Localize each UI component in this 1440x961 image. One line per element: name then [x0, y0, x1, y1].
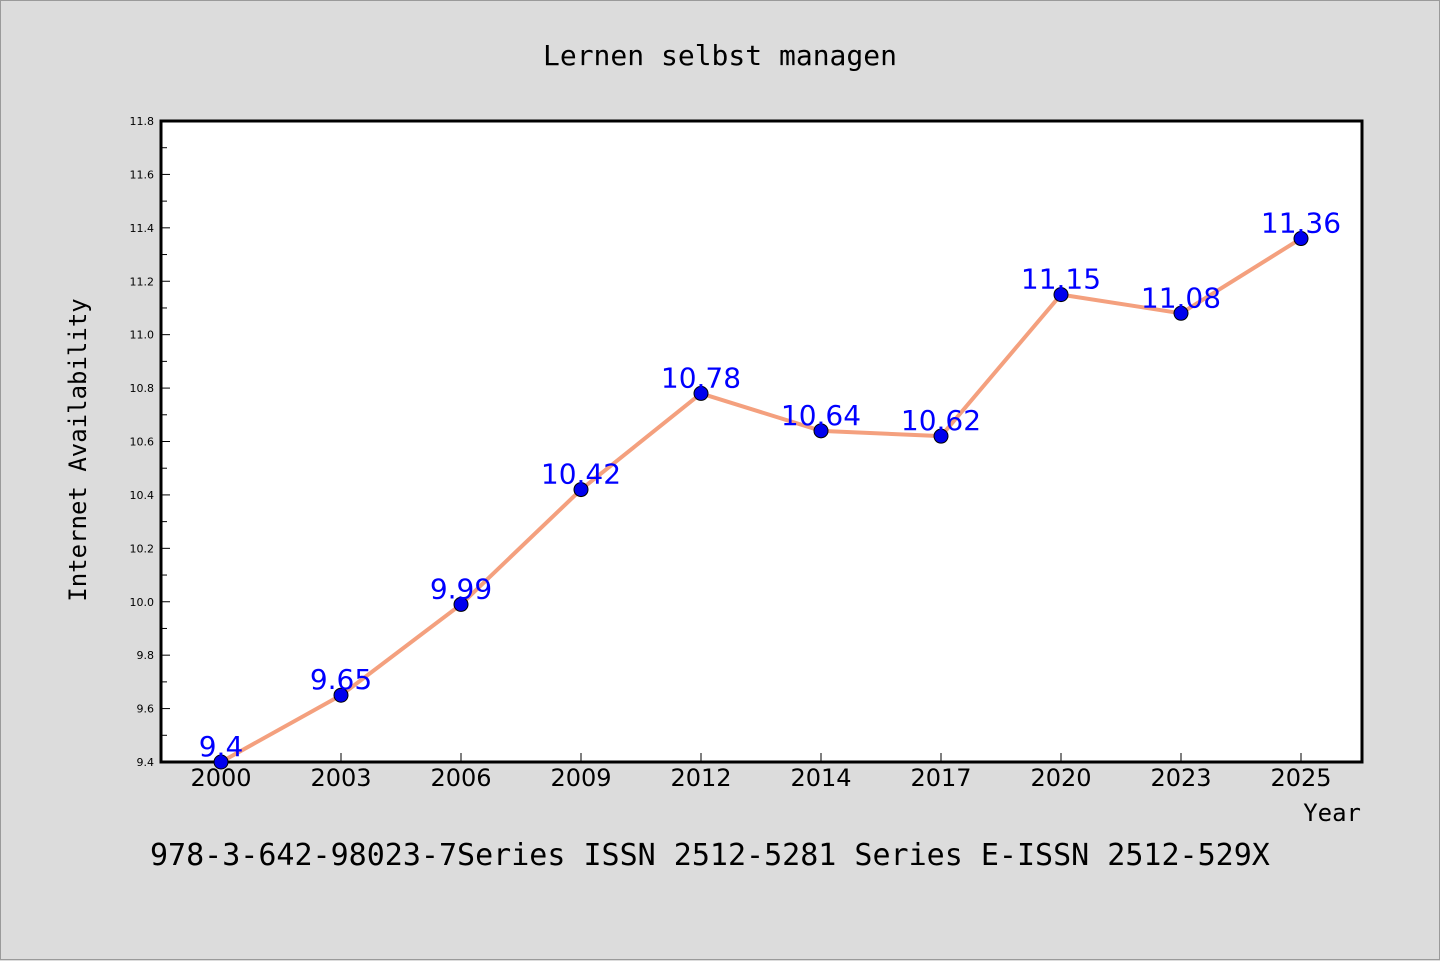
x-tick-label: 2014 — [790, 764, 851, 792]
data-label: 9.65 — [310, 663, 372, 696]
x-tick-label: 2009 — [550, 764, 611, 792]
y-axis: 9.4 9.6 9.8 10.0 10.2 10.4 10.6 10.8 11.0 11.2 11.… — [130, 115, 170, 769]
y-tick-label: 10.0 — [130, 596, 155, 609]
y-tick-label: 10.6 — [130, 436, 155, 449]
y-tick-label: 10.8 — [130, 382, 155, 395]
x-tick-label: 2003 — [310, 764, 371, 792]
y-tick-label: 10.2 — [130, 542, 155, 555]
x-tick-label: 2017 — [910, 764, 971, 792]
data-point — [933, 428, 949, 444]
data-label: 10.64 — [781, 399, 861, 432]
y-tick-label: 9.6 — [137, 703, 155, 716]
data-label: 9.4 — [199, 730, 244, 763]
y-tick-label: 11.8 — [130, 115, 155, 128]
data-point — [573, 482, 589, 498]
x-tick-label: 2023 — [1150, 764, 1211, 792]
data-label: 9.99 — [430, 572, 492, 605]
data-point — [1053, 287, 1069, 303]
x-tick-label: 2012 — [670, 764, 731, 792]
y-tick-label: 11.2 — [130, 275, 155, 288]
data-label: 10.78 — [661, 361, 741, 394]
data-label: 10.62 — [901, 404, 981, 437]
data-point — [1173, 305, 1189, 321]
y-axis-label: Internet Availability — [64, 298, 92, 601]
data-label: 11.08 — [1141, 281, 1221, 314]
series-line — [219, 236, 1303, 764]
data-label: 10.42 — [541, 458, 621, 491]
x-tick-label: 2006 — [430, 764, 491, 792]
x-tick-label: 2025 — [1270, 764, 1331, 792]
data-point — [1293, 231, 1309, 247]
data-label: 11.36 — [1261, 207, 1341, 240]
y-tick-label: 11.0 — [130, 329, 155, 342]
x-tick-label: 2020 — [1030, 764, 1091, 792]
data-point — [813, 423, 829, 439]
chart-title: Lernen selbst managen — [543, 39, 897, 72]
data-point — [213, 754, 229, 770]
y-tick-label: 9.4 — [137, 756, 155, 769]
chart-footer: 978-3-642-98023-7Series ISSN 2512-5281 S… — [150, 838, 1270, 873]
data-label: 11.15 — [1021, 263, 1101, 296]
y-tick-label: 11.4 — [130, 222, 155, 235]
data-point — [453, 596, 469, 612]
data-point — [693, 385, 709, 401]
plot-area — [159, 119, 1364, 764]
data-point — [333, 687, 349, 703]
y-tick-label: 11.6 — [130, 168, 155, 181]
x-axis-label: Year — [1303, 799, 1361, 827]
y-tick-label: 10.4 — [130, 489, 155, 502]
series-layer: 9.4 9.65 9.99 10.42 10.78 10.64 10.62 11.15 11.0… — [199, 207, 1341, 770]
x-axis: 2000 2003 2006 2009 2012 2014 2017 2020 2023 2025 — [190, 753, 1332, 792]
y-tick-label: 9.8 — [137, 649, 155, 662]
